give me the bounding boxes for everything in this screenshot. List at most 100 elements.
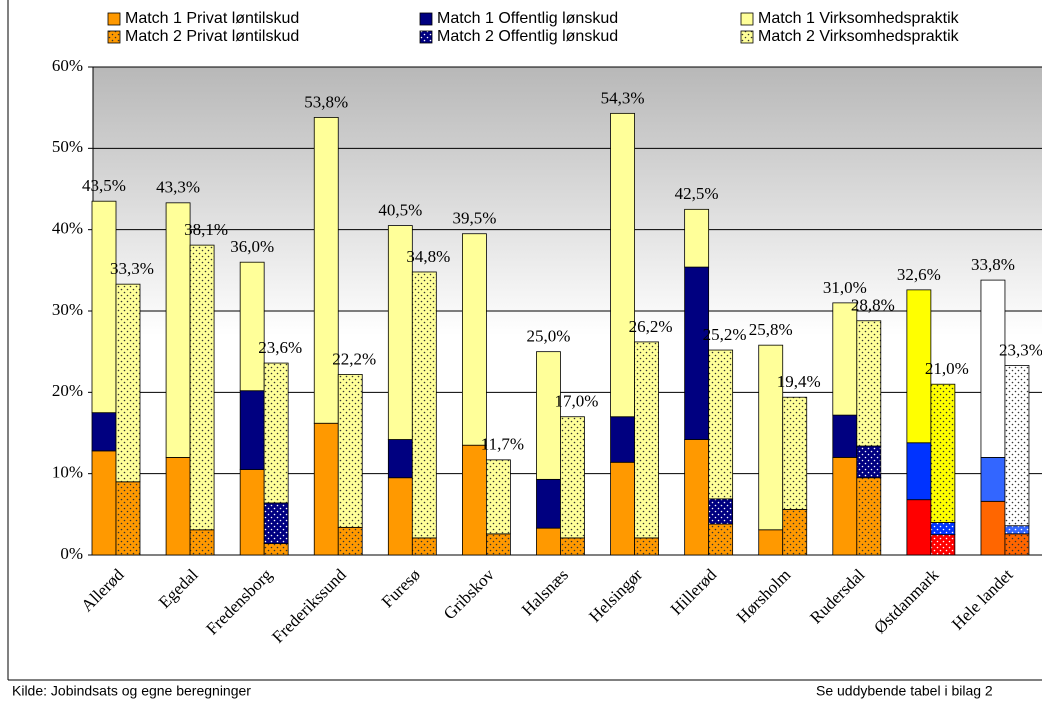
y-tick-label: 30% bbox=[52, 300, 83, 319]
total-label: 34,8% bbox=[406, 247, 450, 266]
total-label: 23,6% bbox=[258, 338, 302, 357]
bar-segment bbox=[115, 481, 141, 556]
bar-segment bbox=[263, 502, 289, 545]
bar-segment bbox=[91, 412, 117, 452]
legend-marker bbox=[740, 30, 754, 44]
legend-marker bbox=[419, 12, 433, 26]
x-tick-label: Furesø bbox=[378, 565, 424, 611]
bar-segment bbox=[560, 537, 585, 556]
bar-segment bbox=[634, 537, 659, 556]
bar-segment bbox=[1004, 533, 1030, 556]
bar-segment bbox=[832, 414, 858, 458]
bar-segment bbox=[411, 271, 437, 539]
x-tick-label: Helsingør bbox=[585, 565, 646, 626]
bar-segment bbox=[906, 442, 932, 501]
bar-segment bbox=[930, 534, 956, 556]
total-label: 31,0% bbox=[823, 278, 867, 297]
total-label: 33,8% bbox=[971, 255, 1015, 274]
total-label: 40,5% bbox=[378, 201, 422, 220]
bar-segment bbox=[189, 529, 215, 556]
total-label: 43,3% bbox=[156, 178, 200, 197]
total-label: 22,2% bbox=[332, 349, 376, 368]
total-label: 36,0% bbox=[230, 237, 274, 256]
total-label: 25,2% bbox=[703, 325, 747, 344]
x-tick-label: Hillerød bbox=[667, 565, 721, 619]
legend-label: Match 2 Privat løntilskud bbox=[125, 28, 299, 45]
bar-segment bbox=[461, 233, 487, 446]
bar-segment bbox=[536, 527, 561, 556]
bar-segment bbox=[263, 543, 289, 556]
bar-segment bbox=[930, 383, 956, 523]
bar-segment bbox=[980, 456, 1006, 502]
bar-segment bbox=[684, 439, 710, 556]
bar-segment bbox=[115, 283, 141, 483]
bar-segment bbox=[684, 208, 710, 268]
bar-segment bbox=[708, 523, 734, 556]
x-tick-label: Hørsholm bbox=[733, 565, 795, 627]
y-tick-label: 60% bbox=[52, 56, 83, 75]
total-label: 25,8% bbox=[749, 320, 793, 339]
bar-segment bbox=[536, 478, 561, 529]
source: Kilde: Jobindsats og egne beregninger bbox=[12, 683, 251, 699]
bar-segment bbox=[856, 320, 882, 447]
bar-segment bbox=[832, 456, 858, 556]
bar-segment bbox=[708, 498, 734, 525]
bar-segment bbox=[239, 390, 265, 470]
bar-segment bbox=[906, 289, 932, 444]
bar-segment bbox=[485, 459, 511, 535]
bar-segment bbox=[411, 537, 437, 556]
bar-segment bbox=[634, 341, 659, 539]
bar-segment bbox=[1004, 365, 1030, 527]
bar-segment bbox=[461, 444, 487, 556]
legend-label: Match 2 Offentlig lønskud bbox=[437, 28, 618, 45]
x-tick-label: Rudersdal bbox=[806, 565, 868, 627]
bar-segment bbox=[610, 461, 635, 556]
total-label: 32,6% bbox=[897, 265, 941, 284]
bar-segment bbox=[165, 456, 191, 556]
bar-segment bbox=[610, 112, 635, 418]
total-label: 26,2% bbox=[629, 317, 673, 336]
total-label: 19,4% bbox=[777, 372, 821, 391]
total-label: 28,8% bbox=[851, 296, 895, 315]
total-label: 43,5% bbox=[82, 176, 126, 195]
total-label: 25,0% bbox=[527, 327, 571, 346]
total-label: 11,7% bbox=[481, 435, 524, 454]
bar-segment bbox=[387, 225, 413, 440]
bar-segment bbox=[758, 344, 784, 531]
bar-segment bbox=[91, 200, 117, 414]
bar-segment bbox=[560, 416, 585, 539]
x-tick-label: Østdanmark bbox=[870, 565, 943, 638]
total-label: 33,3% bbox=[110, 259, 154, 278]
bar-segment bbox=[239, 261, 265, 392]
bar-segment bbox=[708, 349, 734, 500]
note: Se uddybende tabel i bilag 2 bbox=[816, 683, 993, 699]
x-tick-label: Halsnæs bbox=[518, 565, 572, 619]
bar-segment bbox=[165, 202, 191, 458]
legend-label: Match 2 Virksomhedspraktik bbox=[758, 28, 960, 45]
bar-segment bbox=[239, 469, 265, 556]
bar-segment bbox=[758, 529, 784, 556]
legend-marker bbox=[107, 12, 121, 26]
legend-label: Match 1 Privat løntilskud bbox=[125, 10, 299, 27]
bar-segment bbox=[337, 526, 363, 556]
bar-segment bbox=[263, 362, 289, 504]
x-tick-label: Hele landet bbox=[948, 565, 1017, 634]
bar-segment bbox=[930, 522, 956, 536]
bar-segment bbox=[91, 450, 117, 556]
y-tick-label: 20% bbox=[52, 381, 83, 400]
total-label: 53,8% bbox=[304, 92, 348, 111]
bar-segment bbox=[782, 396, 808, 510]
bar-segment bbox=[906, 499, 932, 556]
x-tick-label: Allerød bbox=[77, 565, 128, 616]
bar-segment bbox=[387, 439, 413, 479]
bar-segment bbox=[832, 302, 858, 416]
bar-segment bbox=[684, 266, 710, 440]
bar-segment bbox=[189, 244, 215, 531]
total-label: 38,1% bbox=[184, 220, 228, 239]
total-label: 21,0% bbox=[925, 359, 969, 378]
bar-segment bbox=[485, 533, 511, 556]
total-label: 42,5% bbox=[675, 184, 719, 203]
y-tick-label: 40% bbox=[52, 219, 83, 238]
legend-marker bbox=[107, 30, 121, 44]
